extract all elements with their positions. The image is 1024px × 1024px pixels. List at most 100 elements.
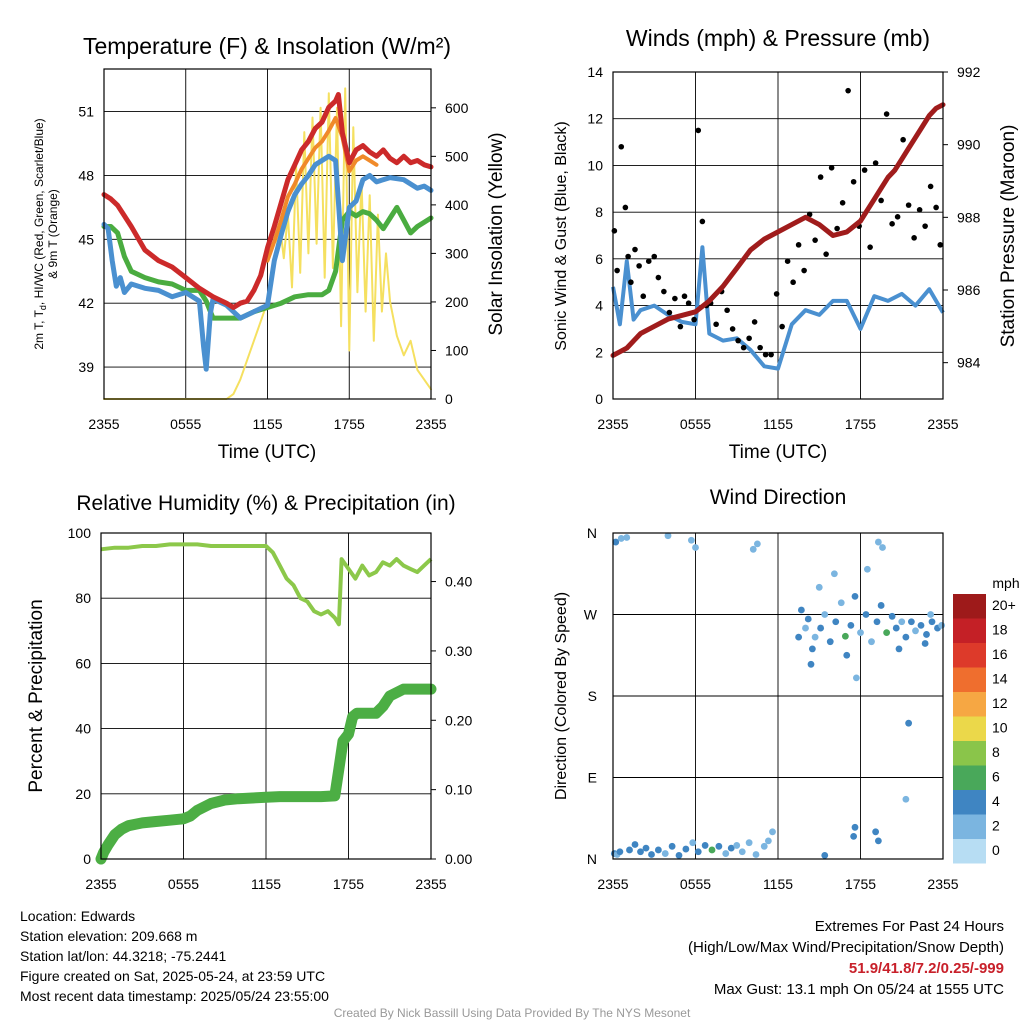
wind-direction-point <box>902 795 910 803</box>
x-tick-label: 1155 <box>252 416 282 432</box>
gust-point <box>655 274 662 281</box>
speed-legend-title: mph <box>992 575 1019 591</box>
winds-tick-labels: 2355 0555 1155 1755 2355 0 2 4 6 8 10 12 14 984 986 988… <box>587 64 980 432</box>
gust-point <box>636 263 642 269</box>
gust-point <box>850 178 857 185</box>
gust-point <box>872 160 879 166</box>
humidity-y-axis-label: Percent & Precipitation <box>26 599 47 792</box>
y2-tick-label: 0.00 <box>445 851 472 867</box>
legend-label: 0 <box>992 842 1000 858</box>
wind-direction-point <box>769 828 776 836</box>
y-tick-label: 100 <box>68 525 92 541</box>
x-tick-label: 2355 <box>415 416 446 432</box>
legend-swatch <box>953 790 986 815</box>
legend-label: 14 <box>992 671 1008 687</box>
legend-label: 6 <box>992 769 1000 785</box>
wind-direction-point <box>873 618 881 626</box>
winds-series <box>610 87 946 371</box>
y-tick-label: 60 <box>75 655 91 671</box>
wind-direction-panel: Wind Direction 2355 0555 1155 1755 2355NESWN… <box>553 486 1020 892</box>
temperature-y-label-subscript: d <box>38 305 48 310</box>
legend-swatch <box>953 716 986 741</box>
gust-point <box>625 253 631 260</box>
temperature-series <box>101 87 434 400</box>
wind-direction-point <box>862 611 870 618</box>
wind-direction-point <box>892 624 900 632</box>
winds-gridlines <box>613 71 943 400</box>
y-tick-label: 8 <box>595 204 603 220</box>
wind-direction-point <box>764 837 772 845</box>
legend-swatch <box>953 594 986 619</box>
temperature-x-axis-label: Time (UTC) <box>218 442 317 463</box>
temperature-y-label-line1: 2m T, T <box>32 309 46 349</box>
wind-direction-point <box>661 850 669 857</box>
gust-point <box>762 351 769 358</box>
y2-tick-label: 0.40 <box>445 574 472 590</box>
x-tick-label: 1755 <box>333 876 364 892</box>
gust-point <box>779 323 785 330</box>
y2-tick-label: 200 <box>445 294 469 310</box>
gust-point <box>640 293 647 300</box>
wind-direction-gridlines <box>613 533 943 859</box>
x-tick-label: 1755 <box>845 416 876 432</box>
wind-direction-point <box>804 615 812 623</box>
wind-direction-point <box>689 839 697 847</box>
legend-swatch <box>953 741 986 766</box>
temperature-y-label-line1-rest: , HI/WC (Red, Green, Scarlet/Blue) <box>32 118 46 305</box>
wind-direction-point <box>715 842 723 850</box>
gust-point <box>839 200 846 206</box>
station-location: Location: Edwards <box>20 908 136 924</box>
wind-direction-point <box>851 823 859 831</box>
gust-point <box>812 237 818 243</box>
max-gust: Max Gust: 13.1 mph On 05/24 at 1555 UTC <box>713 981 1004 998</box>
gust-point <box>614 267 620 274</box>
station-elevation: Station elevation: 209.668 m <box>20 928 198 944</box>
y-tick-label: 48 <box>78 167 94 183</box>
wind-direction-point <box>626 846 633 854</box>
gust-point <box>817 174 824 180</box>
gust-point <box>937 242 944 248</box>
wind-direction-point <box>802 624 809 632</box>
wind-direction-point <box>830 570 838 578</box>
wind-direction-point <box>749 545 757 553</box>
extremes-summary: Extremes For Past 24 Hours (High/Low/Max… <box>688 916 1004 1000</box>
green-series-line <box>101 204 434 321</box>
wind-direction-point <box>733 842 741 849</box>
x-tick-label: 2355 <box>927 416 958 432</box>
wind-direction-point <box>841 632 849 640</box>
extremes-title: Extremes For Past 24 Hours <box>814 918 1004 935</box>
wind-direction-point <box>872 828 880 836</box>
gust-point <box>628 279 634 286</box>
wind-direction-point <box>687 536 695 544</box>
wind-direction-point <box>888 612 896 620</box>
legend-swatch <box>953 765 986 790</box>
y-tick-label: 0 <box>595 391 603 407</box>
wind-direction-point <box>938 621 946 629</box>
wind-direction-point <box>923 631 930 638</box>
legend-swatch <box>953 643 986 668</box>
wind-direction-point <box>654 846 662 854</box>
wind-direction-point <box>821 851 829 859</box>
winds-plot-frame <box>612 71 944 400</box>
wind-direction-point <box>902 633 910 641</box>
red-series-line <box>101 92 434 310</box>
wind-direction-point <box>668 842 676 850</box>
legend-swatch <box>953 814 986 839</box>
y-tick-label: 42 <box>78 295 94 311</box>
gust-point <box>666 309 673 316</box>
gust-point <box>645 258 652 264</box>
y-tick-label: 20 <box>75 786 91 802</box>
legend-label: 12 <box>992 695 1008 711</box>
wind-direction-point <box>928 618 936 626</box>
credit-line: Created By Nick Bassill Using Data Provi… <box>333 1006 691 1020</box>
wind-direction-point <box>738 848 746 856</box>
wind-direction-point <box>807 660 815 668</box>
gust-point <box>757 344 763 351</box>
x-tick-label: 2355 <box>597 416 628 432</box>
gust-point <box>927 183 934 190</box>
gust-point <box>889 221 895 227</box>
wind-direction-point <box>826 638 834 646</box>
insolation-y2-axis-label: Solar Insolation (Yellow) <box>486 132 507 335</box>
